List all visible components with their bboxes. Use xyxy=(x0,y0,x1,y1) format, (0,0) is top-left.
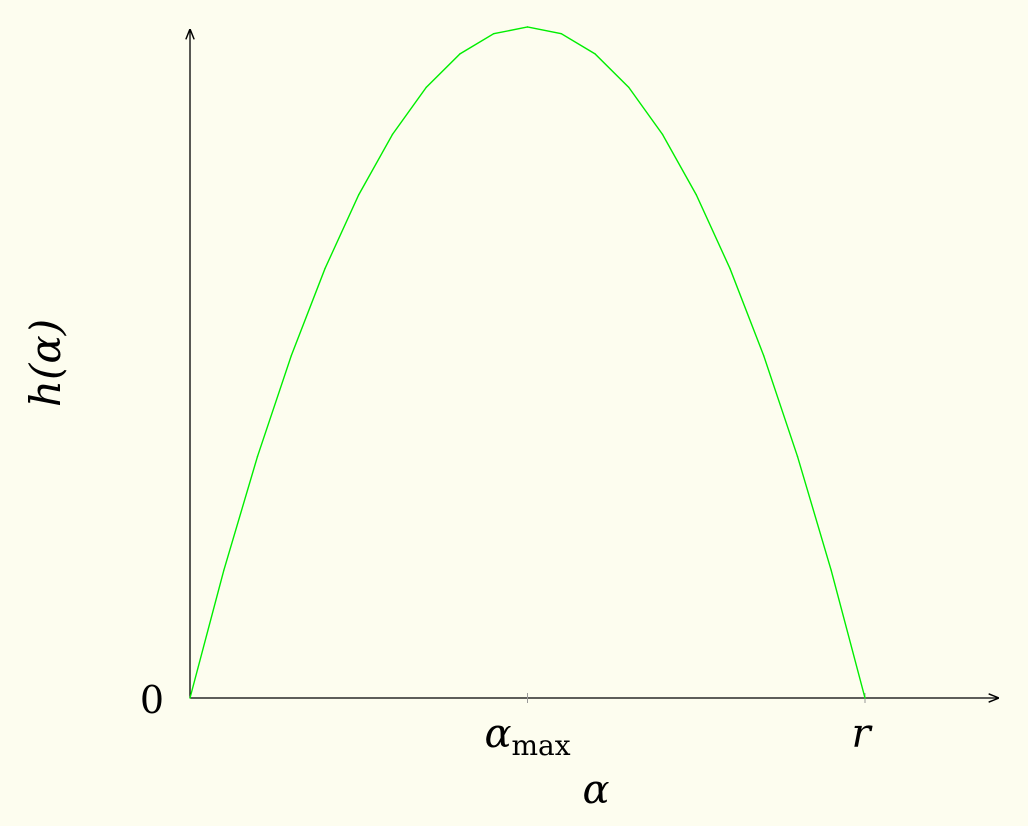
x-tick-label-alpha-max: αmax xyxy=(484,711,570,762)
data-point xyxy=(459,53,461,55)
data-point xyxy=(189,697,191,699)
data-point xyxy=(729,267,731,270)
data-point xyxy=(358,194,360,196)
data-point xyxy=(256,455,259,458)
x-axis-label: α xyxy=(582,767,609,813)
data-point xyxy=(223,569,225,572)
data-point xyxy=(324,267,326,270)
data-point xyxy=(695,194,697,196)
data-point xyxy=(526,26,529,28)
series-line xyxy=(189,26,866,699)
y-axis-label: h(α) xyxy=(21,319,70,407)
data-point xyxy=(594,53,596,55)
data-point xyxy=(830,569,832,572)
data-point xyxy=(493,33,495,35)
data-point xyxy=(796,455,799,458)
data-point xyxy=(425,86,427,89)
data-point xyxy=(290,355,292,357)
data-point xyxy=(763,355,765,357)
data-point xyxy=(661,133,664,136)
data-point xyxy=(391,133,394,136)
data-point xyxy=(560,33,562,35)
y-tick-label-0: 0 xyxy=(140,678,164,722)
data-point xyxy=(864,697,866,699)
data-point xyxy=(628,86,630,89)
x-tick-label-r: r xyxy=(851,711,873,757)
